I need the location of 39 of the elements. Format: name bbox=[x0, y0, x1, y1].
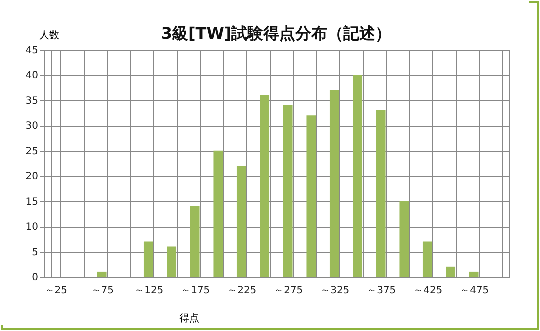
x-axis-title: 得点 bbox=[180, 312, 200, 324]
bar bbox=[144, 242, 154, 277]
y-tick-label: 25 bbox=[26, 146, 38, 158]
x-tick-label: ～275 bbox=[274, 286, 304, 296]
bar bbox=[283, 105, 293, 277]
bar bbox=[190, 206, 200, 277]
bar bbox=[214, 150, 224, 277]
y-axis-title: 人数 bbox=[40, 30, 60, 42]
x-tick-label: ～325 bbox=[320, 286, 350, 296]
bar bbox=[400, 201, 410, 277]
y-tick-label: 10 bbox=[26, 222, 38, 234]
y-tick-label: 5 bbox=[32, 247, 38, 258]
x-tick-label: ～225 bbox=[228, 286, 257, 296]
y-tick-label: 45 bbox=[26, 46, 38, 56]
y-tick-label: 40 bbox=[26, 70, 38, 82]
y-tick-label: 15 bbox=[26, 196, 38, 208]
x-tick-label: ～375 bbox=[367, 286, 396, 296]
bar bbox=[260, 95, 270, 277]
bar bbox=[469, 272, 479, 277]
y-tick-label: 0 bbox=[32, 272, 38, 284]
bar bbox=[446, 266, 456, 277]
bar bbox=[353, 75, 363, 277]
x-tick-label: ～25 bbox=[44, 286, 68, 296]
bar bbox=[236, 166, 246, 277]
x-tick-label: ～175 bbox=[181, 286, 210, 296]
x-tick-label: ～125 bbox=[134, 286, 164, 296]
y-tick-label: 35 bbox=[26, 96, 38, 107]
y-tick-label: 30 bbox=[26, 121, 38, 132]
bar bbox=[167, 246, 177, 277]
bar bbox=[97, 272, 107, 277]
bar bbox=[376, 110, 386, 277]
x-tick-label: ～475 bbox=[460, 286, 490, 296]
bar bbox=[330, 90, 340, 277]
bar bbox=[422, 242, 432, 277]
y-tick-label: 20 bbox=[26, 172, 38, 183]
bar bbox=[306, 116, 316, 277]
x-tick-label: ～425 bbox=[414, 286, 443, 296]
x-tick-label: ～75 bbox=[91, 286, 114, 296]
chart-title: 3級[TW]試験得点分布（記述） bbox=[161, 24, 392, 43]
